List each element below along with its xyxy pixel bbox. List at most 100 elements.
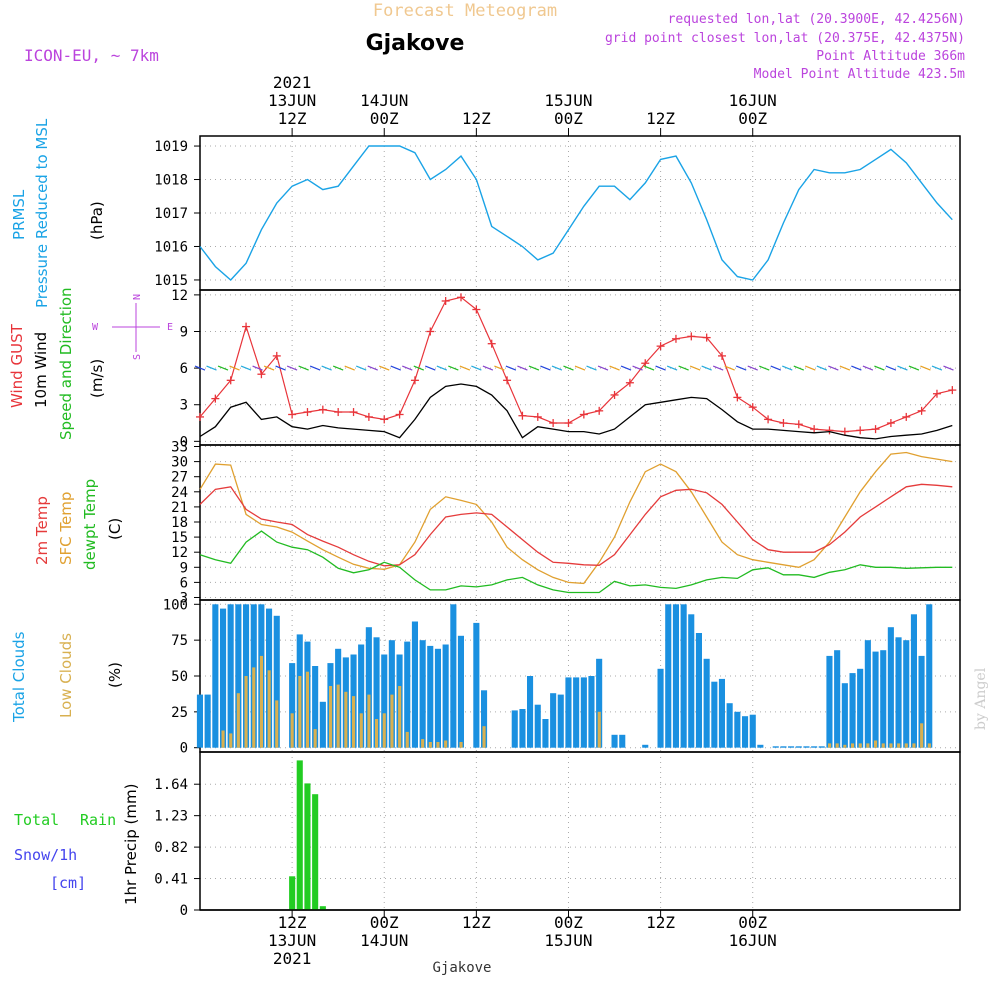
total-cloud-bar (542, 719, 549, 748)
time-label-top: 14JUN (360, 91, 408, 110)
clouds-tick-label: 50 (171, 669, 188, 685)
total-cloud-bar (780, 746, 787, 748)
total-cloud-bar (381, 654, 388, 748)
total-cloud-bar (481, 690, 488, 748)
model-label: ICON-EU, ~ 7km (24, 46, 159, 65)
clouds-unit: (%) (106, 662, 124, 688)
total-cloud-bar (872, 651, 879, 748)
wind-tick-label: 12 (171, 288, 188, 304)
total-cloud-bar (565, 677, 572, 748)
wind-dir-arrow (747, 365, 758, 371)
total-cloud-bar (918, 655, 925, 748)
wind-tick-label: 9 (180, 324, 188, 340)
low-cloud-bar (436, 742, 440, 748)
temp-label-sfc: SFC Temp (57, 492, 75, 565)
wind-dir-arrow (494, 365, 505, 371)
wind-dir-arrow (275, 365, 286, 371)
low-cloud-bar (405, 731, 409, 748)
time-label-bottom: 12Z (278, 913, 307, 932)
wind-compass: N S W E (92, 294, 173, 360)
low-cloud-bar (851, 743, 855, 748)
gust-line (199, 296, 953, 433)
low-cloud-bar (843, 744, 847, 748)
time-label-top: 2021 (273, 73, 312, 92)
wind-dir-arrow (643, 365, 655, 371)
pressure-label-1: PRMSL (10, 189, 28, 240)
wind-dir-arrow (839, 365, 851, 371)
low-cloud-bar (597, 711, 601, 748)
time-label-top: 13JUN (268, 91, 316, 110)
rain-bar (289, 876, 296, 910)
wind-dir-arrow (528, 365, 540, 371)
time-label-bottom: 15JUN (544, 931, 592, 950)
total-cloud-bar (365, 627, 372, 748)
pressure-tick-label: 1017 (154, 206, 188, 222)
total-cloud-bar (527, 676, 534, 748)
temp2m-line (199, 483, 953, 567)
total-cloud-bar (841, 683, 848, 748)
wind-dir-arrow (240, 365, 252, 371)
total-cloud-bar (749, 714, 756, 748)
wind-dir-arrow (816, 365, 828, 371)
wind-dir-arrow (459, 365, 471, 371)
total-cloud-bar (703, 658, 710, 748)
wind-dir-arrow (874, 365, 885, 371)
wind-label-10m: 10m Wind (32, 332, 50, 408)
total-cloud-bar (434, 648, 441, 748)
wind-dir-arrow (379, 365, 390, 371)
temp-tick-label: 24 (171, 485, 188, 501)
total-cloud-bar (427, 645, 434, 748)
total-cloud-bar (312, 666, 319, 748)
time-label-bottom: 00Z (370, 913, 399, 932)
total-cloud-bar (711, 681, 718, 748)
requested-coords: requested lon,lat (20.3900E, 42.4256N) (668, 12, 965, 27)
rain-bar (319, 906, 326, 910)
wind-dir-arrow (390, 365, 401, 371)
low-cloud-bar (382, 713, 386, 748)
time-label-bottom: 14JUN (360, 931, 408, 950)
footer-location: Gjakove (432, 960, 491, 976)
wind-dir-arrow (252, 365, 263, 371)
total-cloud-bar (665, 604, 672, 748)
rain-bar (296, 760, 303, 910)
low-cloud-bar (359, 713, 363, 748)
dewpt-line (199, 530, 953, 594)
total-cloud-bar (404, 641, 411, 748)
total-cloud-bar (419, 640, 426, 748)
precip-tick-label: 0.41 (154, 872, 188, 888)
clouds-tick-label: 100 (163, 597, 188, 613)
low-cloud-bar (444, 740, 448, 748)
temp-unit: (C) (106, 518, 124, 540)
total-cloud-bar (903, 640, 910, 748)
total-cloud-bar (849, 673, 856, 748)
temp-tick-label: 18 (171, 515, 188, 531)
wind-dir-arrow (609, 365, 620, 371)
time-label-top: 00Z (738, 109, 767, 128)
total-cloud-bar (672, 604, 679, 748)
low-cloud-bar (874, 740, 878, 748)
compass-w: W (92, 322, 99, 333)
pressure-tick-label: 1016 (154, 239, 188, 255)
wind-dir-arrow (897, 365, 908, 371)
total-cloud-bar (619, 734, 626, 748)
total-cloud-bar (473, 622, 480, 748)
wind-dir-arrow (793, 365, 805, 371)
wind-dir-arrow (666, 365, 678, 371)
low-cloud-bar (259, 655, 263, 748)
low-cloud-bar (236, 693, 240, 748)
total-cloud-bar (887, 627, 894, 748)
model-altitude: Model Point Altitude 423.5m (754, 67, 965, 82)
total-cloud-bar (772, 746, 779, 748)
wind-dir-arrow (931, 365, 943, 371)
wind-dir-arrow (298, 365, 309, 371)
low-cloud-bar (367, 694, 371, 748)
wind-dir-arrow (321, 365, 332, 371)
pressure-tick-label: 1018 (154, 173, 188, 189)
wind-dir-arrow (770, 365, 781, 371)
time-label-bottom: 12Z (646, 913, 675, 932)
wind-dir-arrow (701, 365, 712, 371)
low-cloud-bar (390, 694, 394, 748)
total-cloud-bar (811, 746, 818, 748)
low-cloud-bar (298, 676, 302, 748)
